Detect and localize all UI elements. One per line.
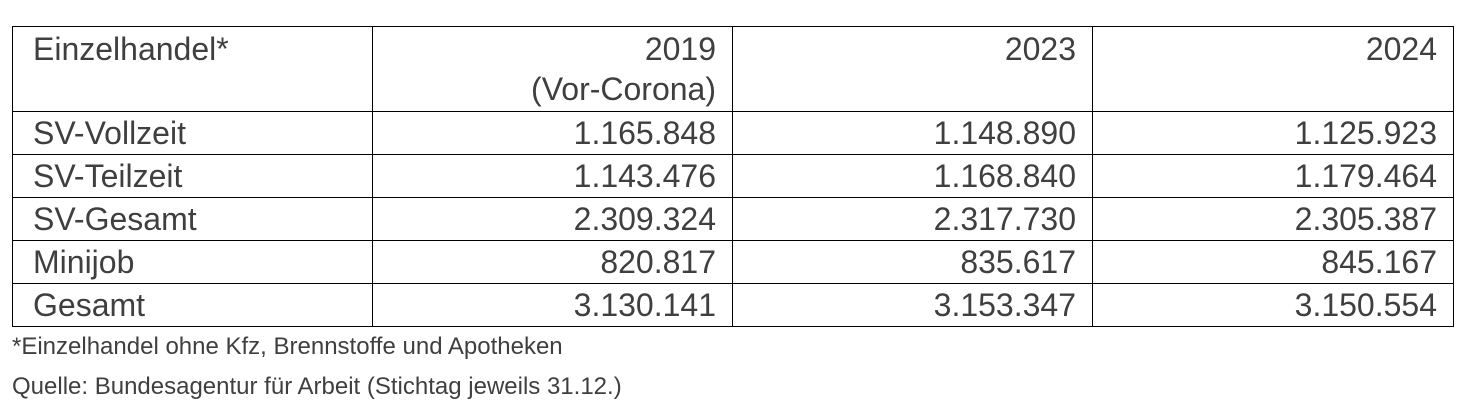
data-table: Einzelhandel* 2019 (Vor-Corona) 2023 2024 SV-…: [12, 26, 1454, 327]
header-cell: Einzelhandel*: [12, 26, 373, 112]
header-cell: 2023: [732, 26, 1093, 112]
row-label: SV-Teilzeit: [12, 154, 373, 198]
header-text: 2023: [1004, 31, 1076, 67]
value-cell: 1.125.923: [1092, 111, 1454, 155]
table-row: SV-Vollzeit 1.165.848 1.148.890 1.125.923: [12, 111, 1454, 155]
value-cell: 835.617: [732, 240, 1093, 284]
table-row: SV-Teilzeit 1.143.476 1.168.840 1.179.464: [12, 154, 1454, 198]
header-text: 2019: [644, 31, 716, 67]
header-note: (Vor-Corona): [531, 71, 716, 107]
header-row: Einzelhandel* 2019 (Vor-Corona) 2023 2024: [12, 26, 1454, 112]
source: Quelle: Bundesagentur für Arbeit (Sticht…: [12, 373, 622, 400]
header-text: 2024: [1365, 31, 1437, 67]
value-cell: 2.317.730: [732, 197, 1093, 241]
value-cell: 1.165.848: [372, 111, 733, 155]
value-cell: 3.150.554: [1092, 283, 1454, 327]
header-cell: 2019 (Vor-Corona): [372, 26, 733, 112]
value-cell: 2.305.387: [1092, 197, 1454, 241]
row-label: Gesamt: [12, 283, 373, 327]
value-cell: 1.148.890: [732, 111, 1093, 155]
value-cell: 1.168.840: [732, 154, 1093, 198]
header-cell: 2024: [1092, 26, 1454, 112]
value-cell: 2.309.324: [372, 197, 733, 241]
value-cell: 1.143.476: [372, 154, 733, 198]
row-label: SV-Vollzeit: [12, 111, 373, 155]
table-row: Minijob 820.817 835.617 845.167: [12, 240, 1454, 284]
row-label: SV-Gesamt: [12, 197, 373, 241]
value-cell: 1.179.464: [1092, 154, 1454, 198]
header-text: Einzelhandel*: [33, 31, 229, 67]
value-cell: 3.130.141: [372, 283, 733, 327]
value-cell: 845.167: [1092, 240, 1454, 284]
footnote: *Einzelhandel ohne Kfz, Brennstoffe und …: [12, 333, 563, 360]
value-cell: 820.817: [372, 240, 733, 284]
row-label: Minijob: [12, 240, 373, 284]
table-row: SV-Gesamt 2.309.324 2.317.730 2.305.387: [12, 197, 1454, 241]
value-cell: 3.153.347: [732, 283, 1093, 327]
table-row: Gesamt 3.130.141 3.153.347 3.150.554: [12, 283, 1454, 327]
